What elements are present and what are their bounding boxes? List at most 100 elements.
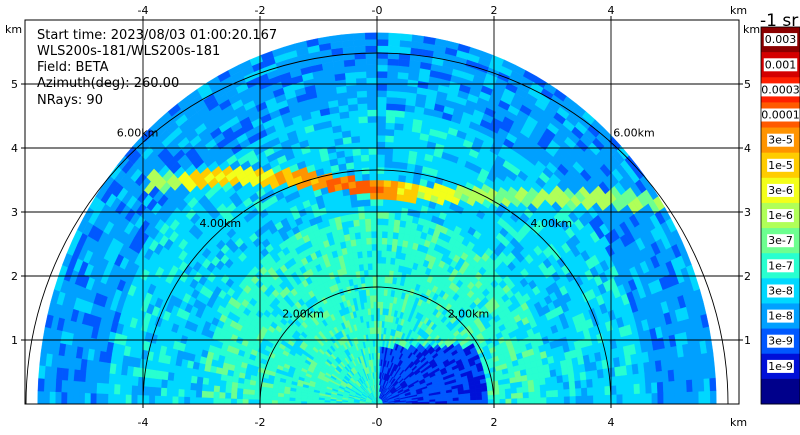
- field-cell: [353, 161, 363, 169]
- field-cell: [242, 388, 250, 395]
- field-cell: [224, 392, 232, 399]
- field-cell: [365, 231, 372, 239]
- field-cell: [96, 382, 103, 394]
- field-cell: [388, 212, 396, 220]
- field-cell: [353, 45, 367, 54]
- field-cell: [395, 103, 406, 112]
- field-cell: [365, 58, 378, 66]
- field-cell: [248, 393, 255, 400]
- field-cell: [78, 380, 86, 394]
- field-cell: [385, 109, 397, 117]
- field-cell: [390, 180, 399, 188]
- field-cell: [376, 96, 388, 104]
- field-cell: [383, 186, 392, 194]
- field-cell: [359, 218, 366, 227]
- field-cell: [376, 250, 383, 258]
- field-cell: [370, 192, 378, 200]
- field-cell: [289, 397, 296, 402]
- field-cell: [349, 193, 358, 202]
- field-cell: [207, 397, 214, 404]
- field-cell: [355, 238, 362, 246]
- field-cell: [66, 380, 74, 393]
- field-cell: [368, 275, 374, 283]
- field-cell: [107, 383, 115, 395]
- field-cell: [382, 211, 390, 220]
- field-cell: [376, 307, 381, 315]
- field-cell: [196, 376, 204, 385]
- field-cell: [90, 381, 98, 394]
- field-cell: [341, 33, 354, 42]
- field-cell: [381, 263, 387, 271]
- field-cell: [356, 244, 363, 253]
- field-cell: [355, 71, 367, 79]
- field-cell: [384, 160, 393, 169]
- field-cell: [386, 237, 394, 246]
- field-cell: [376, 301, 381, 309]
- field-cell: [78, 392, 85, 404]
- field-cell: [376, 154, 386, 162]
- field-cell: [79, 369, 87, 382]
- field-cell: [173, 372, 181, 382]
- field-cell: [376, 192, 384, 200]
- field-cell: [43, 378, 51, 392]
- field-cell: [381, 256, 387, 264]
- field-cell: [362, 256, 369, 265]
- field-cell: [387, 64, 399, 73]
- field-cell: [271, 399, 278, 404]
- field-cell: [363, 199, 371, 207]
- field-cell: [395, 97, 407, 106]
- field-cell: [395, 110, 406, 118]
- field-cell: [386, 250, 392, 258]
- field-cell: [225, 380, 233, 388]
- field-cell: [371, 224, 378, 232]
- field-cell: [376, 179, 385, 187]
- field-cell: [351, 206, 359, 215]
- field-cell: [236, 387, 244, 394]
- field-cell: [371, 237, 378, 245]
- field-cell: [346, 213, 354, 222]
- field-cell: [383, 199, 391, 207]
- field-cell: [373, 307, 378, 315]
- field-cell: [218, 397, 226, 404]
- field-cell: [394, 116, 405, 125]
- field-cell: [388, 32, 401, 41]
- field-cell: [376, 282, 382, 290]
- field-cell: [373, 301, 378, 309]
- field-cell: [236, 398, 243, 404]
- field-cell: [376, 134, 386, 143]
- field-cell: [382, 224, 389, 232]
- field-cell: [236, 393, 244, 400]
- field-cell: [376, 128, 387, 136]
- field-cell: [172, 388, 179, 397]
- field-cell: [386, 83, 398, 92]
- field-cell: [43, 391, 50, 404]
- field-cell: [353, 32, 366, 41]
- field-cell: [107, 393, 115, 404]
- field-cell: [219, 385, 226, 393]
- field-cell: [365, 45, 378, 53]
- field-cell: [382, 231, 389, 239]
- field-cell: [363, 263, 369, 271]
- field-cell: [385, 256, 392, 265]
- field-cell: [113, 393, 121, 404]
- field-cell: [357, 109, 369, 117]
- field-cell: [356, 90, 368, 98]
- field-cell: [394, 212, 402, 221]
- field-cell: [373, 294, 378, 302]
- field-cell: [369, 186, 378, 194]
- field-cell: [49, 391, 56, 404]
- field-cell: [370, 218, 378, 226]
- field-cell: [376, 294, 381, 302]
- field-cell: [131, 375, 139, 386]
- field-cell: [373, 288, 378, 296]
- field-cell: [190, 382, 197, 391]
- field-cell: [387, 45, 401, 54]
- field-cell: [376, 237, 383, 245]
- field-cell: [380, 269, 386, 277]
- field-cell: [142, 385, 150, 396]
- field-cell: [177, 396, 185, 404]
- field-cell: [369, 179, 378, 187]
- field-cell: [386, 96, 397, 105]
- field-cell: [38, 364, 46, 379]
- field-cell: [345, 78, 357, 87]
